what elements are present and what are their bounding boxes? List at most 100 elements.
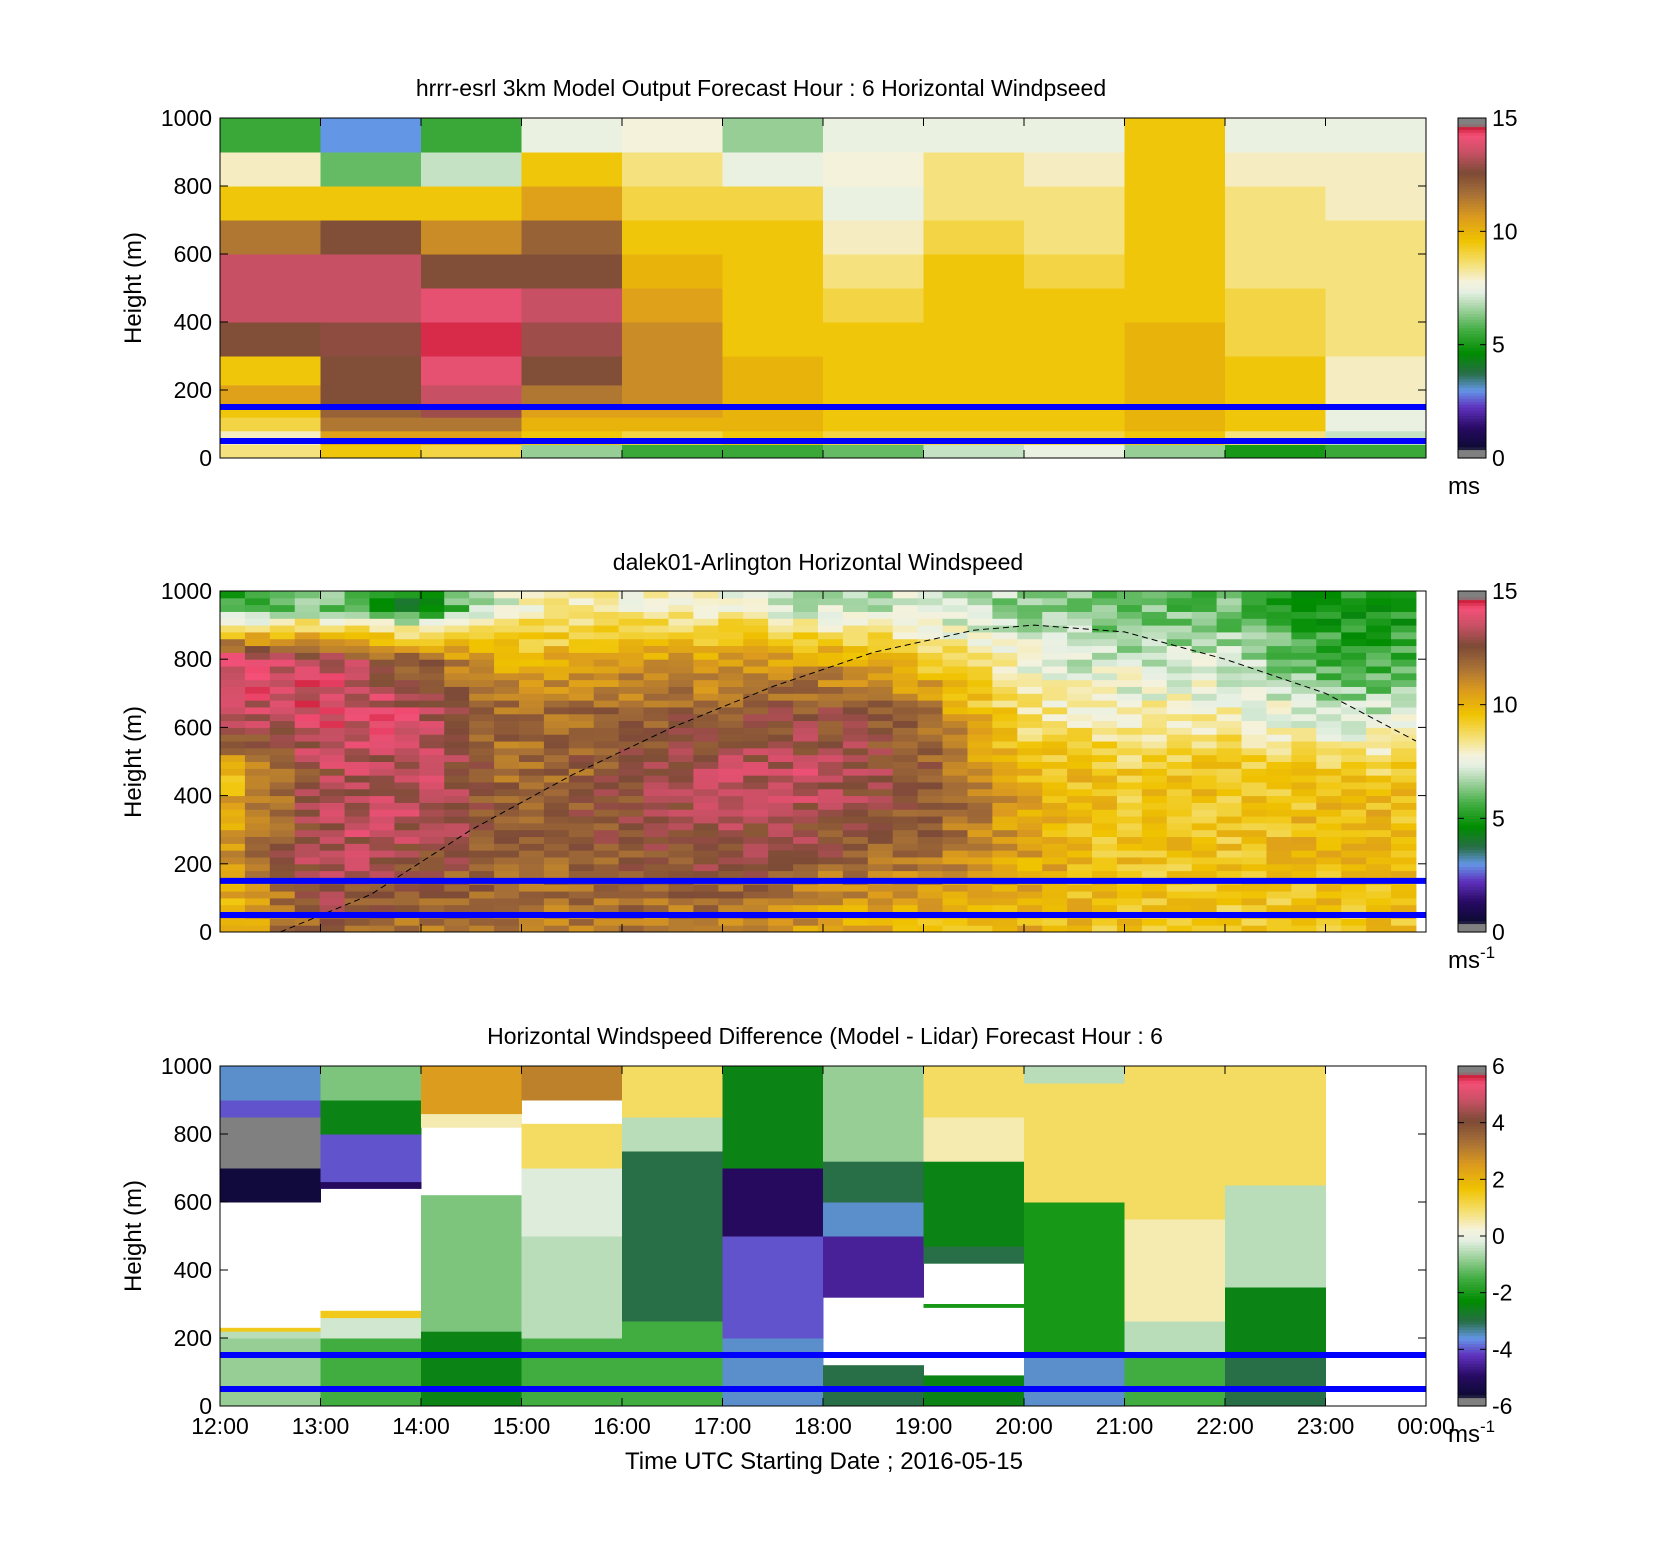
heatmap-cell [643,604,669,612]
heatmap-cell [1042,720,1068,728]
heatmap-cell [793,918,819,926]
heatmap-cell [992,884,1018,892]
heatmap-cell [419,925,445,933]
heatmap-cell [1341,761,1367,769]
heatmap-cell [1291,747,1317,756]
heatmap-cell [743,631,769,640]
heatmap-cell [1017,768,1043,776]
heatmap-cell [1366,768,1392,776]
heatmap-cell [817,891,844,899]
heatmap-cell [1166,679,1193,687]
heatmap-cell [220,1066,321,1101]
heatmap-cell [693,850,719,858]
heatmap-cell [494,829,520,838]
colorbar-swatch [1458,390,1486,394]
heatmap-cell [1166,625,1193,633]
colorbar-swatch [1458,265,1486,269]
heatmap-cell [1092,652,1118,660]
heatmap-cell [1241,829,1267,838]
heatmap-cell [593,706,620,715]
heatmap-cell [419,870,445,878]
heatmap-cell [1316,591,1342,599]
heatmap-cell [793,802,819,810]
heatmap-cell [917,638,944,647]
colorbar-swatch [1458,254,1486,258]
heatmap-cell [518,741,545,749]
heatmap-cell [693,802,719,810]
heatmap-cell [1366,843,1392,851]
heatmap-cell [1116,891,1143,899]
heatmap-cell [269,884,296,892]
heatmap-cell [917,816,944,824]
heatmap-cell [967,591,993,599]
heatmap-cell [1166,809,1193,817]
colorbar-swatch [1458,1343,1486,1348]
heatmap-cell [1266,652,1292,660]
heatmap-cell [718,870,744,878]
colorbar-swatch [1458,860,1486,865]
heatmap-cell [967,802,993,810]
colorbar-swatch [1458,339,1486,343]
heatmap-cell [668,747,694,756]
heatmap-cell [593,904,620,913]
heatmap-cell [867,672,894,681]
heatmap-cell [817,638,844,647]
colorbar-swatch [1458,914,1486,919]
heatmap-cell [568,768,595,776]
heatmap-cell [521,1168,623,1237]
heatmap-cell [643,829,669,838]
heatmap-cell [942,904,968,913]
heatmap-cell [369,761,395,769]
heatmap-cell [1042,700,1068,708]
heatmap-cell [1092,754,1118,762]
heatmap-cell [668,713,694,722]
heatmap-cell [793,638,819,647]
heatmap-cell [1166,795,1193,803]
heatmap-cell [568,884,595,892]
heatmap-cell [1067,850,1093,858]
heatmap-cell [1116,897,1143,906]
heatmap-cell [444,904,470,913]
heatmap-cell [842,863,869,872]
colorbar-swatch [1458,1227,1486,1231]
heatmap-cell [842,638,869,647]
heatmap-cell [469,666,495,674]
heatmap-cell [1116,775,1143,783]
heatmap-cell [1166,672,1193,681]
heatmap-cell [1291,775,1317,783]
heatmap-cell [469,604,495,612]
heatmap-cell [1141,897,1168,906]
heatmap-cell [743,693,769,701]
colorbar-swatch [1458,602,1486,606]
heatmap-cell [817,720,844,728]
heatmap-cell [643,802,669,810]
heatmap-cell [1366,652,1392,660]
heatmap-cell [568,891,595,899]
heatmap-cell [518,891,545,899]
heatmap-cell [1341,768,1367,776]
heatmap-cell [469,795,495,803]
heatmap-cell [444,604,470,612]
heatmap-cell [967,829,993,838]
heatmap-cell [842,775,869,783]
heatmap-cell [469,720,495,728]
heatmap-cell [867,747,894,756]
heatmap-cell [494,741,520,749]
heatmap-cell [668,775,694,783]
colorbar-swatch [1458,1221,1486,1226]
colorbar-tick-label: -6 [1492,1393,1512,1419]
heatmap-cell [892,666,919,674]
heatmap-cell [1266,836,1292,844]
heatmap-cell [1166,700,1193,708]
heatmap-cell [369,891,395,899]
colorbar-swatch [1458,667,1486,672]
heatmap-cell [444,666,470,674]
heatmap-cell [768,925,794,933]
heatmap-cell [369,836,395,844]
colorbar-swatch [1458,401,1486,405]
heatmap-cell [867,720,894,728]
heatmap-cell [294,884,321,892]
colorbar-swatch [1458,744,1486,748]
colorbar-swatch [1458,1238,1486,1243]
colorbar-swatch [1458,432,1486,436]
